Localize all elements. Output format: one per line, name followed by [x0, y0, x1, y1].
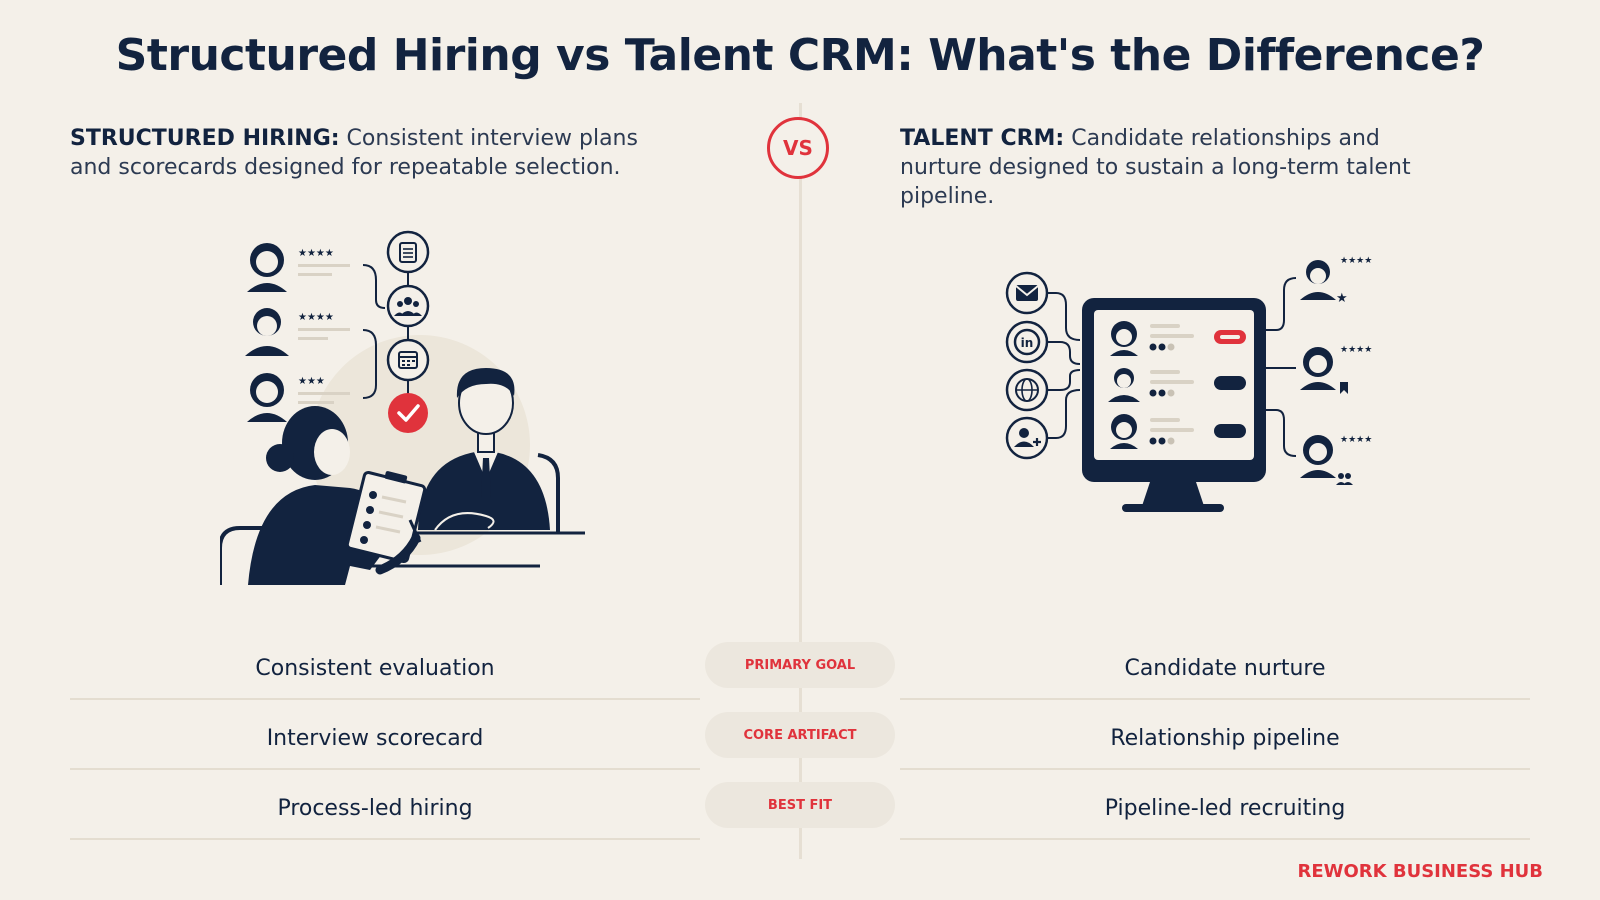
structured-hiring-illustration: ★★★★ ★★★★ ★★★ [220, 230, 585, 585]
svg-text:★: ★ [1336, 291, 1348, 306]
linkedin-icon: in [1005, 320, 1049, 364]
star-icon: ★ [1336, 291, 1348, 306]
svg-text:★★★★: ★★★★ [298, 248, 334, 259]
candidate-card: ★★★ [247, 373, 350, 422]
brand-footer: REWORK BUSINESS HUB [1297, 861, 1543, 882]
structured-hiring-text: Consistent interview plans and scorecard… [70, 126, 638, 180]
row-divider [900, 768, 1530, 770]
svg-text:★★★: ★★★ [298, 376, 325, 387]
row-core-artifact-left: Interview scorecard [266, 726, 484, 751]
svg-text:★★★★: ★★★★ [1340, 256, 1372, 266]
page-title: Structured Hiring vs Talent CRM: What's … [115, 30, 1485, 81]
clipboard-icon [220, 406, 427, 585]
candidate-card: ★★★★ [247, 243, 350, 292]
row-primary-goal-left: Consistent evaluation [255, 656, 495, 681]
row-divider [900, 698, 1530, 700]
email-icon [1005, 271, 1049, 315]
center-divider [799, 103, 802, 859]
add-user-icon [1005, 416, 1049, 460]
candidate-card: ★★★★ ★ [1300, 256, 1372, 306]
team-icon [386, 284, 430, 328]
talent-crm-illustration: in [1005, 256, 1372, 512]
vs-badge: VS [767, 117, 829, 179]
candidate-card: ★★★★ [1300, 435, 1372, 485]
svg-text:in: in [1021, 336, 1034, 350]
document-icon [386, 230, 430, 274]
structured-hiring-description: STRUCTURED HIRING: Consistent interview … [70, 124, 680, 182]
bookmark-icon [1340, 382, 1348, 394]
team-icon [1336, 473, 1353, 485]
checkmark-icon [388, 393, 428, 433]
talent-crm-text: Candidate relationships and nurture desi… [900, 126, 1411, 209]
row-best-fit-left: Process-led hiring [277, 796, 473, 821]
talent-crm-description: TALENT CRM: Candidate relationships and … [900, 124, 1460, 211]
structured-hiring-heading: STRUCTURED HIRING: [70, 126, 340, 151]
row-primary-goal-right: Candidate nurture [1124, 656, 1326, 681]
row-divider [900, 838, 1530, 840]
row-core-artifact-right: Relationship pipeline [1110, 726, 1340, 751]
candidate-card: ★★★★ [245, 308, 350, 356]
row-label-best-fit: BEST FIT [705, 782, 895, 828]
row-label-core-artifact: CORE ARTIFACT [705, 712, 895, 758]
globe-icon [1005, 368, 1049, 412]
interviewer-icon [418, 368, 560, 533]
svg-text:★★★★: ★★★★ [1340, 345, 1372, 355]
candidate-card: ★★★★ [1300, 345, 1372, 394]
row-divider [70, 698, 700, 700]
svg-text:★★★★: ★★★★ [298, 312, 334, 323]
svg-text:★★★★: ★★★★ [1340, 435, 1372, 445]
talent-crm-heading: TALENT CRM: [900, 126, 1065, 151]
monitor-icon [1082, 298, 1266, 512]
row-divider [70, 768, 700, 770]
row-best-fit-right: Pipeline-led recruiting [1104, 796, 1346, 821]
row-divider [70, 838, 700, 840]
calendar-icon [386, 338, 430, 382]
row-label-primary-goal: PRIMARY GOAL [705, 642, 895, 688]
